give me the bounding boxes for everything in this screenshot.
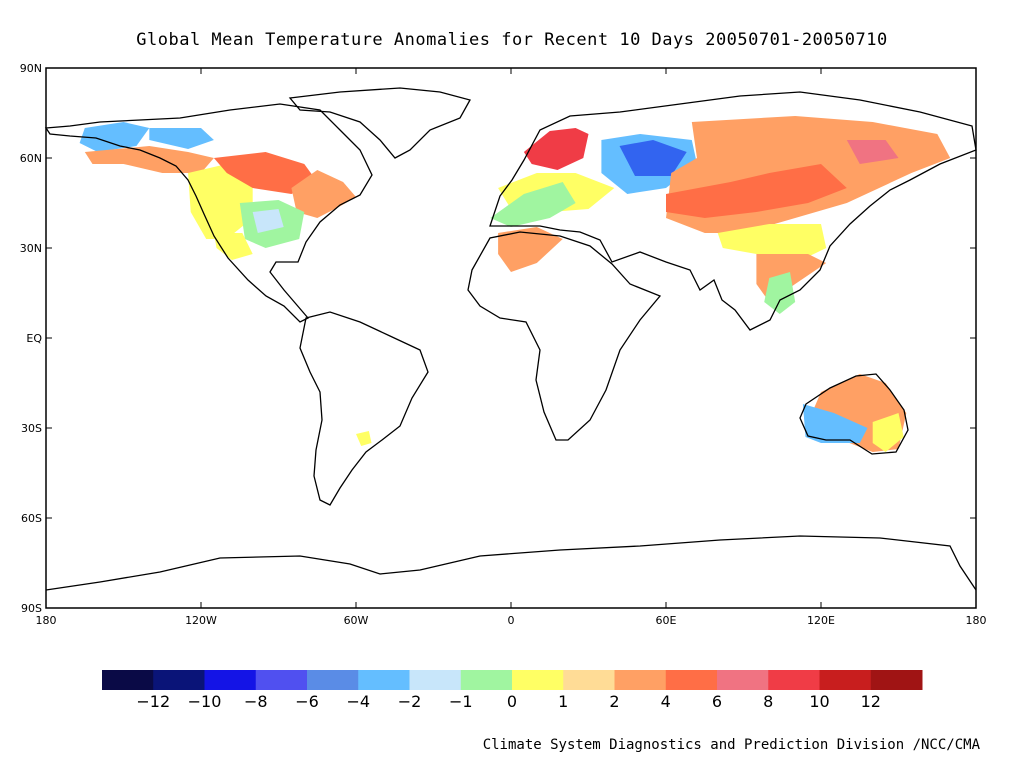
- credit-line: Climate System Diagnostics and Predictio…: [482, 737, 980, 753]
- colorbar-swatch: [768, 670, 820, 690]
- lat-tick-label: 60N: [20, 152, 42, 165]
- anomaly-region-c-usa-cooler: [252, 209, 284, 233]
- colorbar-swatch: [307, 670, 359, 690]
- colorbar-label: 10: [809, 692, 829, 711]
- lon-tick-label: 60W: [344, 614, 369, 627]
- colorbar-label: 2: [609, 692, 619, 711]
- colorbar-swatch: [717, 670, 769, 690]
- colorbar: −12 −10 −8 −6 −4 −2 −1 0 1 2 4 6 8 10 12: [102, 670, 923, 711]
- colorbar-swatch: [358, 670, 410, 690]
- map-title: Global Mean Temperature Anomalies for Re…: [136, 30, 888, 50]
- colorbar-label: 1: [558, 692, 568, 711]
- anomaly-region-n-africa-warm: [498, 227, 563, 272]
- colorbar-label: −12: [136, 692, 170, 711]
- anomaly-region-e-canada-warm: [291, 170, 356, 218]
- lat-tick-label: 30S: [21, 422, 42, 435]
- colorbar-label: −1: [449, 692, 473, 711]
- coastline-australia: [799, 373, 909, 455]
- lon-tick-label: 120W: [185, 614, 217, 627]
- lat-tick-label: 90S: [21, 602, 42, 615]
- lat-tick-label: 30N: [20, 242, 42, 255]
- coastline-eurasia: [489, 91, 977, 331]
- anomaly-region-e-siberia-hot: [846, 140, 899, 164]
- coastlines: [44, 87, 977, 591]
- anomaly-region-sw-usa-mild: [213, 233, 253, 260]
- anomaly-region-australia-cold: [802, 404, 868, 443]
- lon-tick-label: 0: [508, 614, 515, 627]
- colorbar-label: 0: [507, 692, 517, 711]
- colorbar-swatch: [460, 670, 513, 690]
- lon-tick-label: 120E: [807, 614, 835, 627]
- anomaly-region-nw-canada-cold: [149, 128, 214, 149]
- colorbar-label: −8: [244, 692, 268, 711]
- colorbar-label: −2: [398, 692, 422, 711]
- colorbar-swatch: [409, 670, 462, 690]
- colorbar-swatch: [870, 670, 923, 690]
- lat-tick-label: 60S: [21, 512, 42, 525]
- lon-tick-label: 180: [36, 614, 57, 627]
- colorbar-label: 8: [763, 692, 773, 711]
- colorbar-label: −6: [295, 692, 319, 711]
- anomaly-region-central-canada-hot: [213, 152, 318, 194]
- lon-tick-label: 60E: [656, 614, 677, 627]
- anomaly-region-central-asia-hot: [666, 164, 847, 218]
- anomaly-region-alaska-cold: [79, 122, 150, 152]
- anomaly-region-russia-very-cold: [619, 140, 687, 176]
- colorbar-label: 6: [712, 692, 722, 711]
- coastline-greenland: [288, 87, 471, 159]
- anomaly-region-australia-mild: [872, 413, 904, 452]
- anomaly-region-indochina-cool: [764, 272, 796, 314]
- colorbar-swatch: [614, 670, 667, 690]
- coastline-africa: [467, 231, 662, 441]
- colorbar-label: 4: [661, 692, 671, 711]
- anomaly-region-europe-cool: [490, 182, 576, 227]
- colorbar-swatch: [665, 670, 718, 690]
- colorbar-swatch: [153, 670, 205, 690]
- colorbar-swatch: [204, 670, 257, 690]
- colorbar-swatch: [255, 670, 308, 690]
- coastline-antarctica: [45, 535, 977, 591]
- colorbar-label: 12: [861, 692, 881, 711]
- lat-tick-label: EQ: [26, 332, 42, 345]
- coastline-south-america: [299, 311, 429, 506]
- lon-tick-label: 180: [966, 614, 987, 627]
- longitude-axis: 180 120W 60W 0 60E 120E 180: [36, 68, 987, 627]
- colorbar-label: −4: [346, 692, 370, 711]
- anomaly-region-scandinavia-hot: [523, 128, 589, 170]
- anomaly-region-nw-usa-mild: [188, 164, 253, 239]
- anomaly-region-w-canada-warm: [84, 146, 214, 173]
- colorbar-swatch: [512, 670, 564, 690]
- colorbar-label: −10: [188, 692, 222, 711]
- colorbar-swatch: [102, 670, 154, 690]
- anomaly-regions: [79, 116, 951, 452]
- lat-tick-label: 90N: [20, 62, 42, 75]
- colorbar-swatch: [819, 670, 872, 690]
- colorbar-swatch: [563, 670, 615, 690]
- anomaly-region-china-mild: [717, 224, 827, 263]
- anomaly-region-argentina-mild: [356, 431, 372, 446]
- coastline-north-america: [44, 103, 373, 323]
- latitude-axis: 90N 60N 30N EQ 30S 60S 90S: [20, 62, 976, 615]
